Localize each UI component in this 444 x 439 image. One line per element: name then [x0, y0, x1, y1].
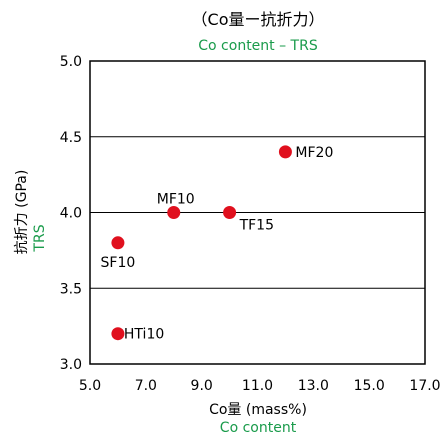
x-tick-label: 5.0: [79, 378, 101, 394]
data-point-label: HTi10: [124, 327, 164, 343]
data-point-label: MF20: [295, 145, 333, 161]
data-point: [278, 145, 292, 159]
chart-title: （Co量ー抗折力）: [192, 10, 325, 29]
x-tick-label: 13.0: [298, 378, 329, 394]
grid-lines: [90, 136, 425, 289]
data-point: [167, 206, 181, 219]
chart-subtitle: Co content – TRS: [198, 38, 318, 54]
x-tick-label: 11.0: [242, 378, 273, 394]
data-point-label: TF15: [239, 218, 274, 234]
x-axis-label: Co量 (mass%): [209, 402, 307, 418]
x-tick-label: 15.0: [354, 378, 385, 394]
data-point: [111, 236, 125, 250]
y-tick-label: 5.0: [60, 54, 82, 70]
y-axis-label-en: TRS: [32, 224, 48, 252]
y-tick-label: 4.0: [60, 206, 82, 222]
data-point-label: SF10: [101, 255, 136, 271]
x-axis-label-en: Co content: [220, 420, 297, 436]
y-tick-label: 3.0: [60, 357, 82, 373]
data-point-label: MF10: [157, 192, 195, 208]
data-point: [223, 206, 237, 219]
x-tick-label: 17.0: [409, 378, 440, 394]
data-points: HTi10 SF10 MF10 TF15 MF20: [101, 145, 334, 343]
x-tick-labels: 5.0 7.0 9.0 11.0 13.0 15.0 17.0: [79, 378, 441, 394]
x-tick-label: 9.0: [191, 378, 213, 394]
y-axis-label: 抗折力 (GPa): [14, 170, 30, 255]
y-tick-label: 4.5: [60, 130, 82, 146]
y-tick-labels: 3.0 3.5 4.0 4.5 5.0: [60, 54, 82, 373]
x-tick-label: 7.0: [135, 378, 157, 394]
data-point: [111, 327, 125, 341]
y-tick-label: 3.5: [60, 281, 82, 297]
